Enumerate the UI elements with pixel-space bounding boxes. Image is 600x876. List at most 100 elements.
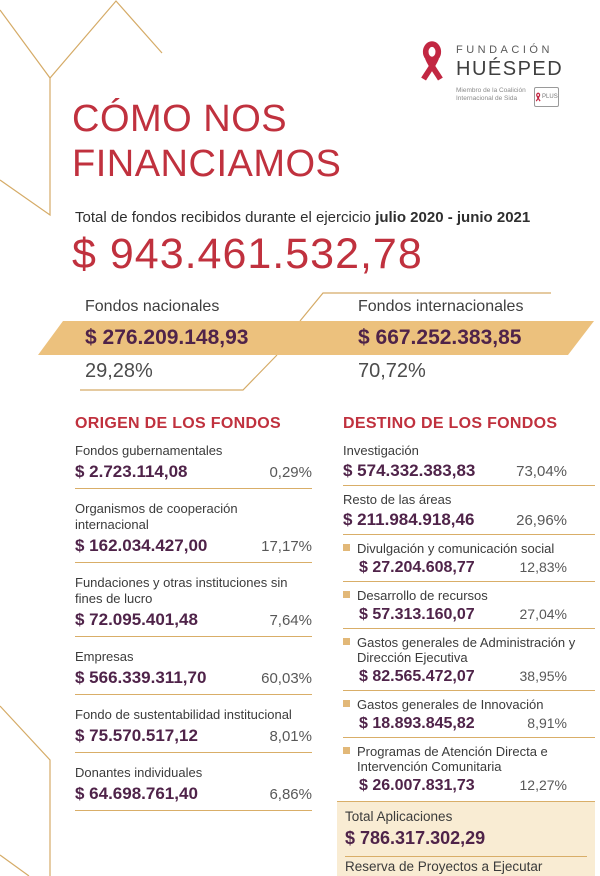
origin-item-amount: $ 162.034.427,00 <box>75 536 208 555</box>
bullet-square-icon <box>343 747 350 754</box>
destination-sub-item: Programas de Atención Directa e Interven… <box>343 744 595 799</box>
bullet-square-icon <box>343 700 350 707</box>
totals-block: Total Aplicaciones $ 786.317.302,29 Rese… <box>337 801 595 876</box>
subtitle: Total de fondos recibidos durante el eje… <box>75 209 530 226</box>
origin-item-label: Empresas <box>75 649 134 664</box>
destination-sub-values: $ 27.204.608,77 12,83% <box>343 559 595 582</box>
red-ribbon-icon <box>421 41 443 81</box>
page-title-line2: FINANCIAMOS <box>72 143 342 185</box>
national-funds-amount: $ 276.209.148,93 <box>85 326 249 349</box>
international-funds-percent: 70,72% <box>358 360 426 382</box>
origin-item-amount: $ 64.698.761,40 <box>75 784 198 803</box>
subtitle-text: Total de fondos recibidos durante el eje… <box>75 209 376 226</box>
page-title-line1: CÓMO NOS <box>72 98 288 140</box>
bullet-square-icon <box>343 544 350 551</box>
destination-sub-values: $ 26.007.831,73 12,27% <box>343 777 595 799</box>
destination-item-values: $ 211.984.918,46 26,96% <box>343 510 595 535</box>
destination-item-label: Resto de las áreas <box>343 492 452 507</box>
origin-item-percent: 17,17% <box>261 538 312 555</box>
destination-sub-amount: $ 26.007.831,73 <box>359 777 475 794</box>
national-funds-percent: 29,28% <box>85 360 153 382</box>
origin-item-values: $ 162.034.427,00 17,17% <box>75 536 312 563</box>
logo-fundacion-text: FUNDACIÓN <box>456 44 553 56</box>
destination-item-percent: 26,96% <box>516 512 567 529</box>
destination-sub-item: Gastos generales de Innovación $ 18.893.… <box>343 697 595 738</box>
origin-item-values: $ 75.570.517,12 8,01% <box>75 726 312 753</box>
origin-item: Fundaciones y otras instituciones sin fi… <box>75 575 312 637</box>
mini-ribbon-icon <box>535 92 541 101</box>
origin-item-percent: 6,86% <box>269 786 312 803</box>
plus-badge-text: PLUS <box>542 94 558 100</box>
origin-item-percent: 7,64% <box>269 612 312 629</box>
destination-item-amount: $ 211.984.918,46 <box>343 510 475 529</box>
origin-item-amount: $ 566.339.311,70 <box>75 668 207 687</box>
membership-text: Miembro de la Coalición Internacional de… <box>456 87 526 102</box>
destination-sub-label: Desarrollo de recursos <box>357 588 488 603</box>
national-funds-label: Fondos nacionales <box>85 298 220 315</box>
destination-item-amount: $ 574.332.383,83 <box>343 461 476 480</box>
destination-sub-percent: 8,91% <box>527 715 567 731</box>
origin-item: Donantes individuales $ 64.698.761,40 6,… <box>75 765 312 811</box>
destination-sub-values: $ 82.565.472,07 38,95% <box>343 668 595 691</box>
origin-item-label: Fundaciones y otras instituciones sin fi… <box>75 575 288 606</box>
origin-item: Empresas $ 566.339.311,70 60,03% <box>75 649 312 695</box>
plus-badge: PLUS <box>533 87 559 107</box>
origin-item-amount: $ 72.095.401,48 <box>75 610 198 629</box>
international-funds-label: Fondos internacionales <box>358 298 524 315</box>
destination-sub-amount: $ 18.893.845,82 <box>359 715 475 732</box>
page-title: CÓMO NOS FINANCIAMOS <box>72 97 341 187</box>
origin-item: Fondo de sustentabilidad institucional $… <box>75 707 312 753</box>
origin-item-label: Organismos de cooperación internacional <box>75 501 238 532</box>
origin-item-values: $ 72.095.401,48 7,64% <box>75 610 312 637</box>
reserva-label: Reserva de Proyectos a Ejecutar <box>345 859 543 874</box>
destination-sub-percent: 27,04% <box>519 606 567 622</box>
origin-item-amount: $ 75.570.517,12 <box>75 726 198 745</box>
destination-sub-label: Gastos generales de Innovación <box>357 697 544 712</box>
destination-sub-item: Divulgación y comunicación social $ 27.2… <box>343 541 595 582</box>
destination-main-item: Resto de las áreas $ 211.984.918,46 26,9… <box>343 492 595 535</box>
destination-item-percent: 73,04% <box>516 463 567 480</box>
origin-item: Fondos gubernamentales $ 2.723.114,08 0,… <box>75 443 312 489</box>
gold-band <box>38 321 594 355</box>
destination-column: DESTINO DE LOS FONDOS Investigación $ 57… <box>337 415 595 876</box>
org-logo: FUNDACIÓN HUÉSPED Miembro de la Coalició… <box>418 38 563 107</box>
destination-item-label: Investigación <box>343 443 419 458</box>
destination-sub-item: Desarrollo de recursos $ 57.313.160,07 2… <box>343 588 595 629</box>
origin-item-amount: $ 2.723.114,08 <box>75 462 188 481</box>
destination-sub-label: Programas de Atención Directa e Interven… <box>357 744 548 774</box>
destination-sub-values: $ 18.893.845,82 8,91% <box>343 715 595 738</box>
international-funds-amount: $ 667.252.383,85 <box>358 326 522 349</box>
origin-heading: ORIGEN DE LOS FONDOS <box>75 415 282 432</box>
bullet-square-icon <box>343 638 350 645</box>
destination-sub-values: $ 57.313.160,07 27,04% <box>343 606 595 629</box>
origin-item-label: Donantes individuales <box>75 765 203 780</box>
total-aplicaciones-label: Total Aplicaciones <box>345 809 453 824</box>
bullet-square-icon <box>343 591 350 598</box>
destination-sub-item: Gastos generales de Administración y Dir… <box>343 635 595 691</box>
destination-main-item: Investigación $ 574.332.383,83 73,04% <box>343 443 595 486</box>
destination-sub-percent: 38,95% <box>519 668 567 684</box>
destination-sub-amount: $ 27.204.608,77 <box>359 559 475 576</box>
destination-sub-percent: 12,27% <box>519 777 567 793</box>
destination-heading: DESTINO DE LOS FONDOS <box>343 415 558 432</box>
destination-sub-label: Gastos generales de Administración y Dir… <box>357 635 576 665</box>
origin-column: ORIGEN DE LOS FONDOS Fondos gubernamenta… <box>75 415 312 823</box>
origin-item-values: $ 566.339.311,70 60,03% <box>75 668 312 695</box>
total-amount: $ 943.461.532,78 <box>72 230 423 278</box>
origin-item-percent: 8,01% <box>269 728 312 745</box>
origin-item-values: $ 64.698.761,40 6,86% <box>75 784 312 811</box>
origin-item-percent: 60,03% <box>261 670 312 687</box>
destination-sub-amount: $ 82.565.472,07 <box>359 668 475 685</box>
subtitle-period: julio 2020 - junio 2021 <box>375 209 531 226</box>
origin-item-label: Fondo de sustentabilidad institucional <box>75 707 292 722</box>
destination-sub-amount: $ 57.313.160,07 <box>359 606 475 623</box>
origin-item: Organismos de cooperación internacional … <box>75 501 312 563</box>
destination-sub-percent: 12,83% <box>519 559 567 575</box>
destination-sub-label: Divulgación y comunicación social <box>357 541 555 556</box>
total-aplicaciones-amount: $ 786.317.302,29 <box>345 824 587 857</box>
logo-huesped-text: HUÉSPED <box>456 58 564 80</box>
origin-item-label: Fondos gubernamentales <box>75 443 223 458</box>
origin-item-values: $ 2.723.114,08 0,29% <box>75 462 312 489</box>
origin-item-percent: 0,29% <box>269 464 312 481</box>
